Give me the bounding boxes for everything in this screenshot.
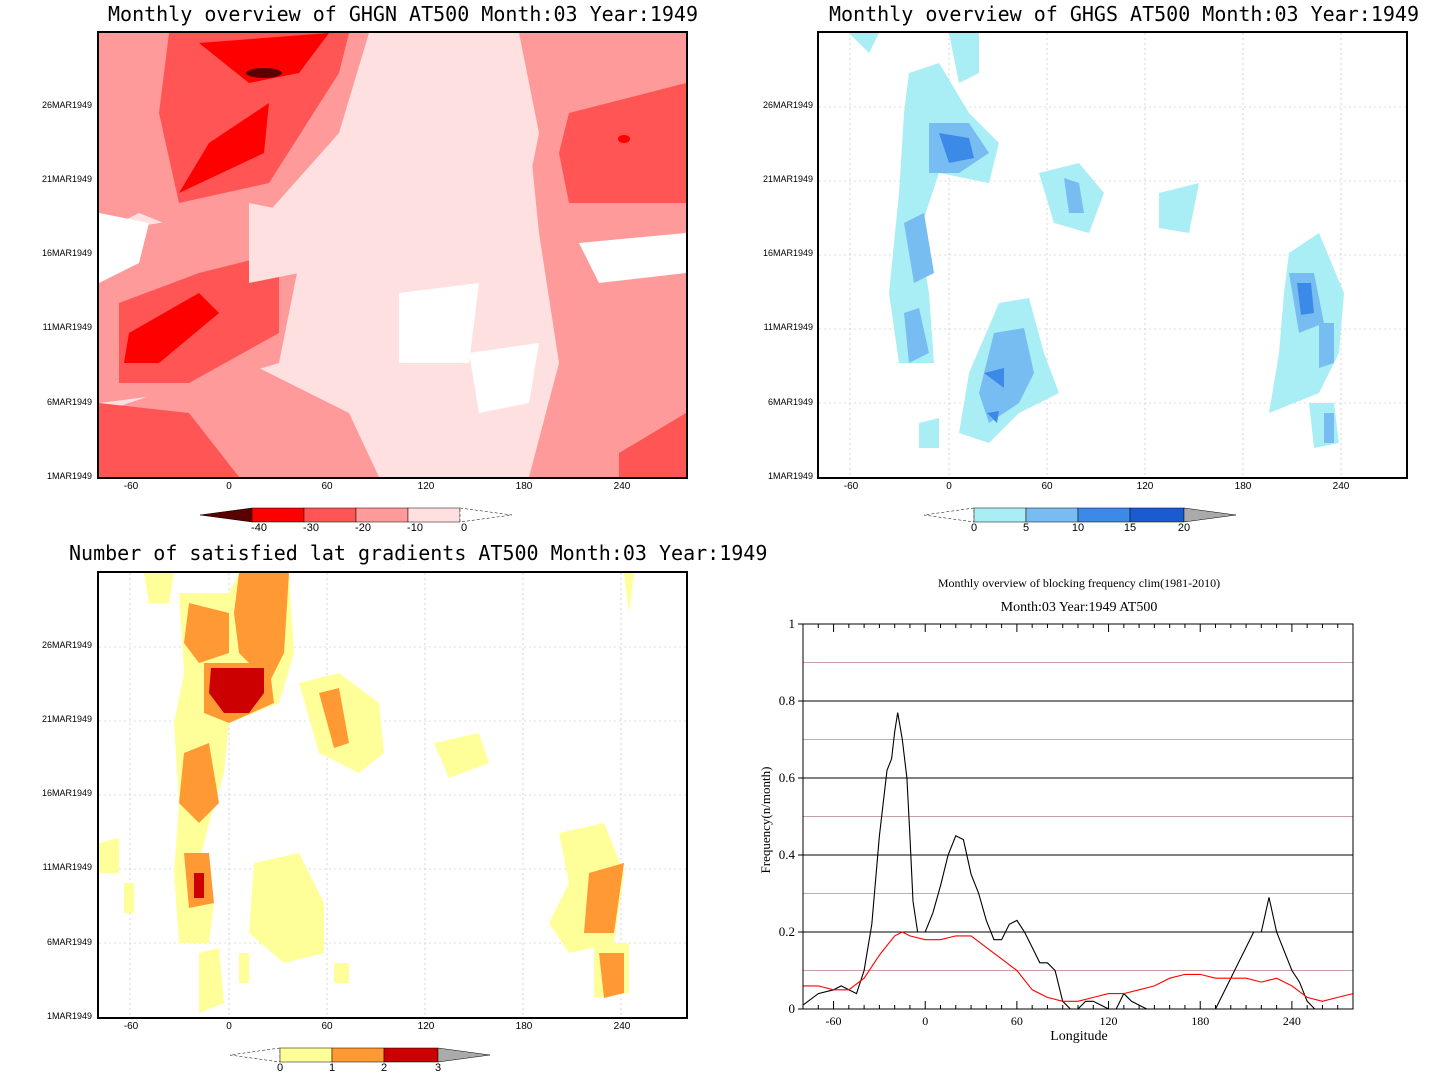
lat-title: Number of satisfied lat gradients AT500 …: [69, 541, 768, 565]
lat-plot: [97, 571, 688, 1019]
ghgn-ytick: 21MAR1949: [41, 174, 92, 184]
lat-ytick: 1MAR1949: [46, 1011, 92, 1021]
ghgn-ytick: 6MAR1949: [46, 397, 92, 407]
ghgn-xtick: 0: [226, 481, 232, 492]
ghgs-ytick: 11MAR1949: [763, 322, 813, 332]
y-tick-label: 0.6: [779, 770, 796, 785]
lat-ytick: 26MAR1949: [41, 640, 92, 650]
chart-title: Monthly overview of blocking frequency c…: [938, 576, 1220, 590]
ghgn-cbar-label: 0: [460, 522, 468, 534]
x-tick-label: 60: [1011, 1014, 1023, 1028]
y-tick-label: 0: [789, 1001, 796, 1016]
ghgn-xtick: 180: [515, 481, 533, 492]
lat-xtick: 180: [515, 1021, 533, 1032]
plot-frame: [802, 623, 1354, 1010]
lat-cbar-label: 2: [380, 1062, 388, 1074]
x-tick-label: 180: [1191, 1014, 1209, 1028]
lat-xtick: 0: [226, 1021, 232, 1032]
lat-ytick: 6MAR1949: [46, 937, 92, 947]
lat-xtick: -60: [123, 1021, 139, 1032]
ghgs-xtick: 240: [1332, 481, 1350, 492]
lat-contours: [99, 573, 686, 1017]
y-tick-label: 0.2: [779, 924, 795, 939]
ghgs-ytick: 16MAR1949: [762, 248, 813, 258]
y-tick-label: 0.4: [779, 847, 796, 862]
ghgn-cbar-label: -30: [303, 522, 319, 534]
ghgn-xtick: 240: [613, 481, 631, 492]
lat-cbar-label: 3: [434, 1062, 442, 1074]
ghgs-cbar-label: 0: [970, 522, 978, 534]
x-tick-label: -60: [826, 1014, 842, 1028]
y-tick-label: 0.8: [779, 693, 795, 708]
chart-subtitle: Month:03 Year:1949 AT500: [1001, 600, 1158, 615]
ghgs-xtick: 120: [1136, 481, 1154, 492]
ghgs-xtick: 180: [1234, 481, 1252, 492]
ghgn-title: Monthly overview of GHGN AT500 Month:03 …: [108, 2, 699, 26]
ghgn-colorbar: [200, 507, 513, 523]
ghgs-title: Monthly overview of GHGS AT500 Month:03 …: [829, 2, 1420, 26]
lat-ytick: 16MAR1949: [41, 788, 92, 798]
ghgs-xtick: 60: [1041, 481, 1053, 492]
y-axis-label: Frequency(n/month): [758, 767, 773, 874]
ghgn-ytick: 11MAR1949: [42, 322, 92, 332]
series-line-red: [803, 931, 1354, 1002]
ghgs-cbar-label: 15: [1123, 522, 1137, 534]
lat-xtick: 240: [613, 1021, 631, 1032]
lat-xtick: 120: [417, 1021, 435, 1032]
lat-ytick: 11MAR1949: [42, 862, 92, 872]
ghgs-ytick: 6MAR1949: [767, 397, 813, 407]
lat-cbar-label: 1: [328, 1062, 336, 1074]
ghgn-ytick: 26MAR1949: [41, 100, 92, 110]
ghgn-xtick: 120: [417, 481, 435, 492]
ghgs-cbar-label: 5: [1022, 522, 1030, 534]
lat-colorbar: [230, 1047, 491, 1063]
ghgs-cbar-label: 20: [1177, 522, 1191, 534]
ghgs-ytick: 21MAR1949: [762, 174, 813, 184]
line-chart-svg: Monthly overview of blocking frequency c…: [758, 576, 1354, 1044]
ghgs-colorbar: [924, 507, 1237, 523]
ghgs-cbar-label: 10: [1071, 522, 1085, 534]
lat-xtick: 60: [321, 1021, 333, 1032]
x-tick-label: 120: [1100, 1014, 1118, 1028]
ghgn-cbar-label: -20: [355, 522, 371, 534]
y-tick-label: 1: [789, 616, 796, 631]
ghgn-ytick: 1MAR1949: [46, 471, 92, 481]
x-tick-label: 0: [922, 1014, 928, 1028]
ghgs-xtick: -60: [843, 481, 859, 492]
ghgn-plot: [97, 31, 688, 479]
ghgs-ytick: 1MAR1949: [767, 471, 813, 481]
blocking-frequency-chart: Monthly overview of blocking frequency c…: [740, 570, 1380, 1050]
lat-cbar-label: 0: [276, 1062, 284, 1074]
ghgs-ytick: 26MAR1949: [762, 100, 813, 110]
ghgn-cbar-label: -40: [251, 522, 267, 534]
ghgs-contours: [819, 33, 1406, 477]
x-axis-label: Longitude: [1050, 1029, 1108, 1044]
x-tick-label: 240: [1283, 1014, 1301, 1028]
ghgs-plot: [817, 31, 1408, 479]
lat-ytick: 21MAR1949: [41, 714, 92, 724]
ghgs-xtick: 0: [946, 481, 952, 492]
ghgn-xtick: -60: [123, 481, 139, 492]
ghgn-ytick: 16MAR1949: [41, 248, 92, 258]
ghgn-cbar-label: -10: [407, 522, 423, 534]
ghgn-xtick: 60: [321, 481, 333, 492]
ghgn-contours: [99, 33, 686, 477]
series-line-black: [802, 712, 1353, 1010]
